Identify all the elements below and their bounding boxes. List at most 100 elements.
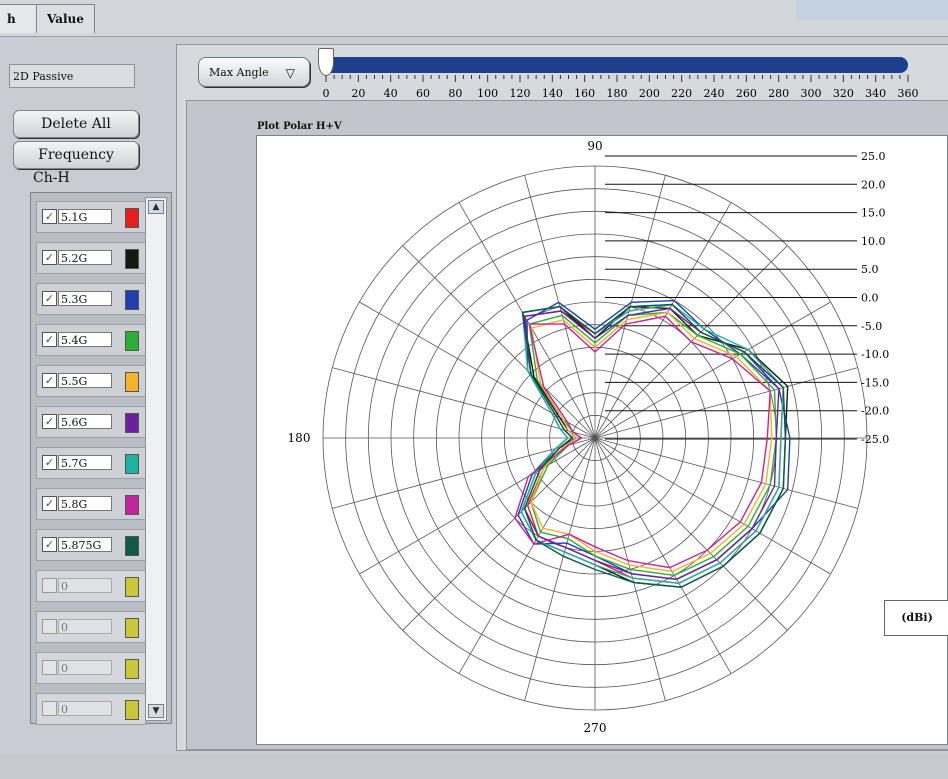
scroll-up-icon[interactable]: ▲: [148, 200, 164, 214]
legend-frequency-label: 0: [58, 701, 112, 716]
legend-checkbox[interactable]: ✓: [42, 250, 57, 265]
legend-checkbox[interactable]: ✓: [42, 332, 57, 347]
slider-tick-label: 20: [351, 87, 365, 100]
slider-tick-label: 180: [607, 87, 628, 100]
legend-frequency-label: 0: [58, 619, 112, 634]
radial-scale-label: 5.0: [861, 263, 879, 276]
legend-frequency-label: 5.4G: [58, 332, 112, 347]
legend-color-swatch[interactable]: [125, 331, 139, 351]
frequency-button[interactable]: Frequency: [13, 141, 139, 169]
grid-spoke: [594, 301, 831, 439]
slider-tick-label: 340: [865, 87, 886, 100]
legend-item[interactable]: ✓ 5.8G: [36, 488, 146, 520]
tab-bar: [0, 0, 948, 37]
slider-tick-label: 320: [833, 87, 854, 100]
slider-tick-label: 100: [477, 87, 498, 100]
angle-slider-track[interactable]: [322, 57, 908, 73]
series-line-4: [530, 311, 773, 573]
series-line-6: [520, 303, 785, 585]
radial-scale-label: 15.0: [861, 207, 886, 220]
radial-scale-label: -10.0: [861, 348, 889, 361]
legend-color-swatch[interactable]: [125, 249, 139, 269]
grid-spoke: [594, 437, 831, 575]
legend-color-swatch[interactable]: [125, 577, 139, 597]
slider-tick-label: 40: [384, 87, 398, 100]
legend-checkbox[interactable]: ✓: [42, 209, 57, 224]
slider-tick-label: 240: [704, 87, 725, 100]
slider-tick-label: 120: [510, 87, 531, 100]
legend-item[interactable]: ✓ 5.2G: [36, 242, 146, 274]
legend-checkbox[interactable]: ✓: [42, 414, 57, 429]
slider-tick-label: 0: [323, 87, 330, 100]
channel-label: Ch-H: [33, 170, 70, 186]
legend-checkbox[interactable]: [42, 619, 57, 634]
legend-checkbox[interactable]: ✓: [42, 537, 57, 552]
legend-color-swatch[interactable]: [125, 700, 139, 720]
angle-label: 270: [584, 721, 607, 735]
polar-plot-area: 25.0 20.0 15.0 10.0 5.0 0.0 -5.0 -10.0 -15.0 -20.…: [256, 135, 948, 745]
legend-item[interactable]: 0: [36, 652, 146, 684]
legend-color-swatch[interactable]: [125, 454, 139, 474]
series-line-8: [521, 303, 787, 588]
slider-tick-label: 260: [736, 87, 757, 100]
legend-item[interactable]: ✓ 5.5G: [36, 365, 146, 397]
legend-checkbox[interactable]: ✓: [42, 496, 57, 511]
legend-item[interactable]: ✓ 5.7G: [36, 447, 146, 479]
legend-frequency-label: 0: [58, 660, 112, 675]
angle-label: 180: [288, 431, 311, 445]
title-strip: [796, 0, 948, 20]
delete-all-button[interactable]: Delete All: [13, 110, 139, 138]
legend-item[interactable]: ✓ 5.1G: [36, 201, 146, 233]
grid-spoke: [332, 437, 596, 509]
legend-color-swatch[interactable]: [125, 659, 139, 679]
radial-scale-label: -15.0: [861, 376, 889, 389]
grid-spoke: [594, 437, 788, 631]
legend-item[interactable]: 0: [36, 570, 146, 602]
legend-item[interactable]: ✓ 5.6G: [36, 406, 146, 438]
legend-checkbox[interactable]: [42, 660, 57, 675]
max-angle-button[interactable]: Max Angle ▽: [198, 57, 310, 87]
slider-tick-label: 80: [448, 87, 462, 100]
tab-value[interactable]: Value: [36, 4, 95, 33]
legend-color-swatch[interactable]: [125, 495, 139, 515]
legend-frequency-label: 5.7G: [58, 455, 112, 470]
grid-spoke: [402, 245, 596, 439]
angle-label: 90: [587, 139, 602, 153]
legend-scrollbar[interactable]: ▲ ▼: [145, 197, 167, 721]
grid-spoke: [402, 437, 596, 631]
mode-field[interactable]: 2D Passive: [9, 64, 135, 88]
legend-color-swatch[interactable]: [125, 372, 139, 392]
slider-tick-label: 220: [671, 87, 692, 100]
legend-checkbox[interactable]: ✓: [42, 291, 57, 306]
legend-color-swatch[interactable]: [125, 290, 139, 310]
dropdown-triangle-icon: ▽: [285, 66, 295, 80]
max-angle-label: Max Angle: [209, 66, 269, 79]
chart-title: Plot Polar H+V: [257, 121, 342, 132]
legend-checkbox[interactable]: [42, 578, 57, 593]
radial-scale-label: 10.0: [861, 235, 886, 248]
legend-color-swatch[interactable]: [125, 618, 139, 638]
legend-checkbox[interactable]: ✓: [42, 455, 57, 470]
scroll-down-icon[interactable]: ▼: [148, 704, 164, 718]
legend-item[interactable]: 0: [36, 611, 146, 643]
legend-item[interactable]: ✓ 5.875G: [36, 529, 146, 561]
legend-item[interactable]: ✓ 5.4G: [36, 324, 146, 356]
radial-scale-label: 20.0: [861, 178, 886, 191]
legend-color-swatch[interactable]: [125, 536, 139, 556]
legend-color-swatch[interactable]: [125, 413, 139, 433]
grid-spoke: [359, 437, 596, 575]
grid-spoke: [332, 367, 596, 439]
legend-color-swatch[interactable]: [125, 208, 139, 228]
legend-item[interactable]: 0: [36, 693, 146, 725]
legend-item[interactable]: ✓ 5.3G: [36, 283, 146, 315]
unit-label: (dBi): [884, 600, 948, 636]
angle-slider-scale: 0 20 40 60 80 100 120 140 160 180 200 220 240 260 280 3…: [323, 75, 919, 100]
slider-tick-label: 360: [898, 87, 919, 100]
slider-tick-label: 160: [574, 87, 595, 100]
series-line-5: [523, 307, 780, 581]
legend-checkbox[interactable]: [42, 701, 57, 716]
grid-spoke: [458, 437, 596, 674]
legend-checkbox[interactable]: ✓: [42, 373, 57, 388]
slider-tick-label: 140: [542, 87, 563, 100]
legend-frequency-label: 5.8G: [58, 496, 112, 511]
